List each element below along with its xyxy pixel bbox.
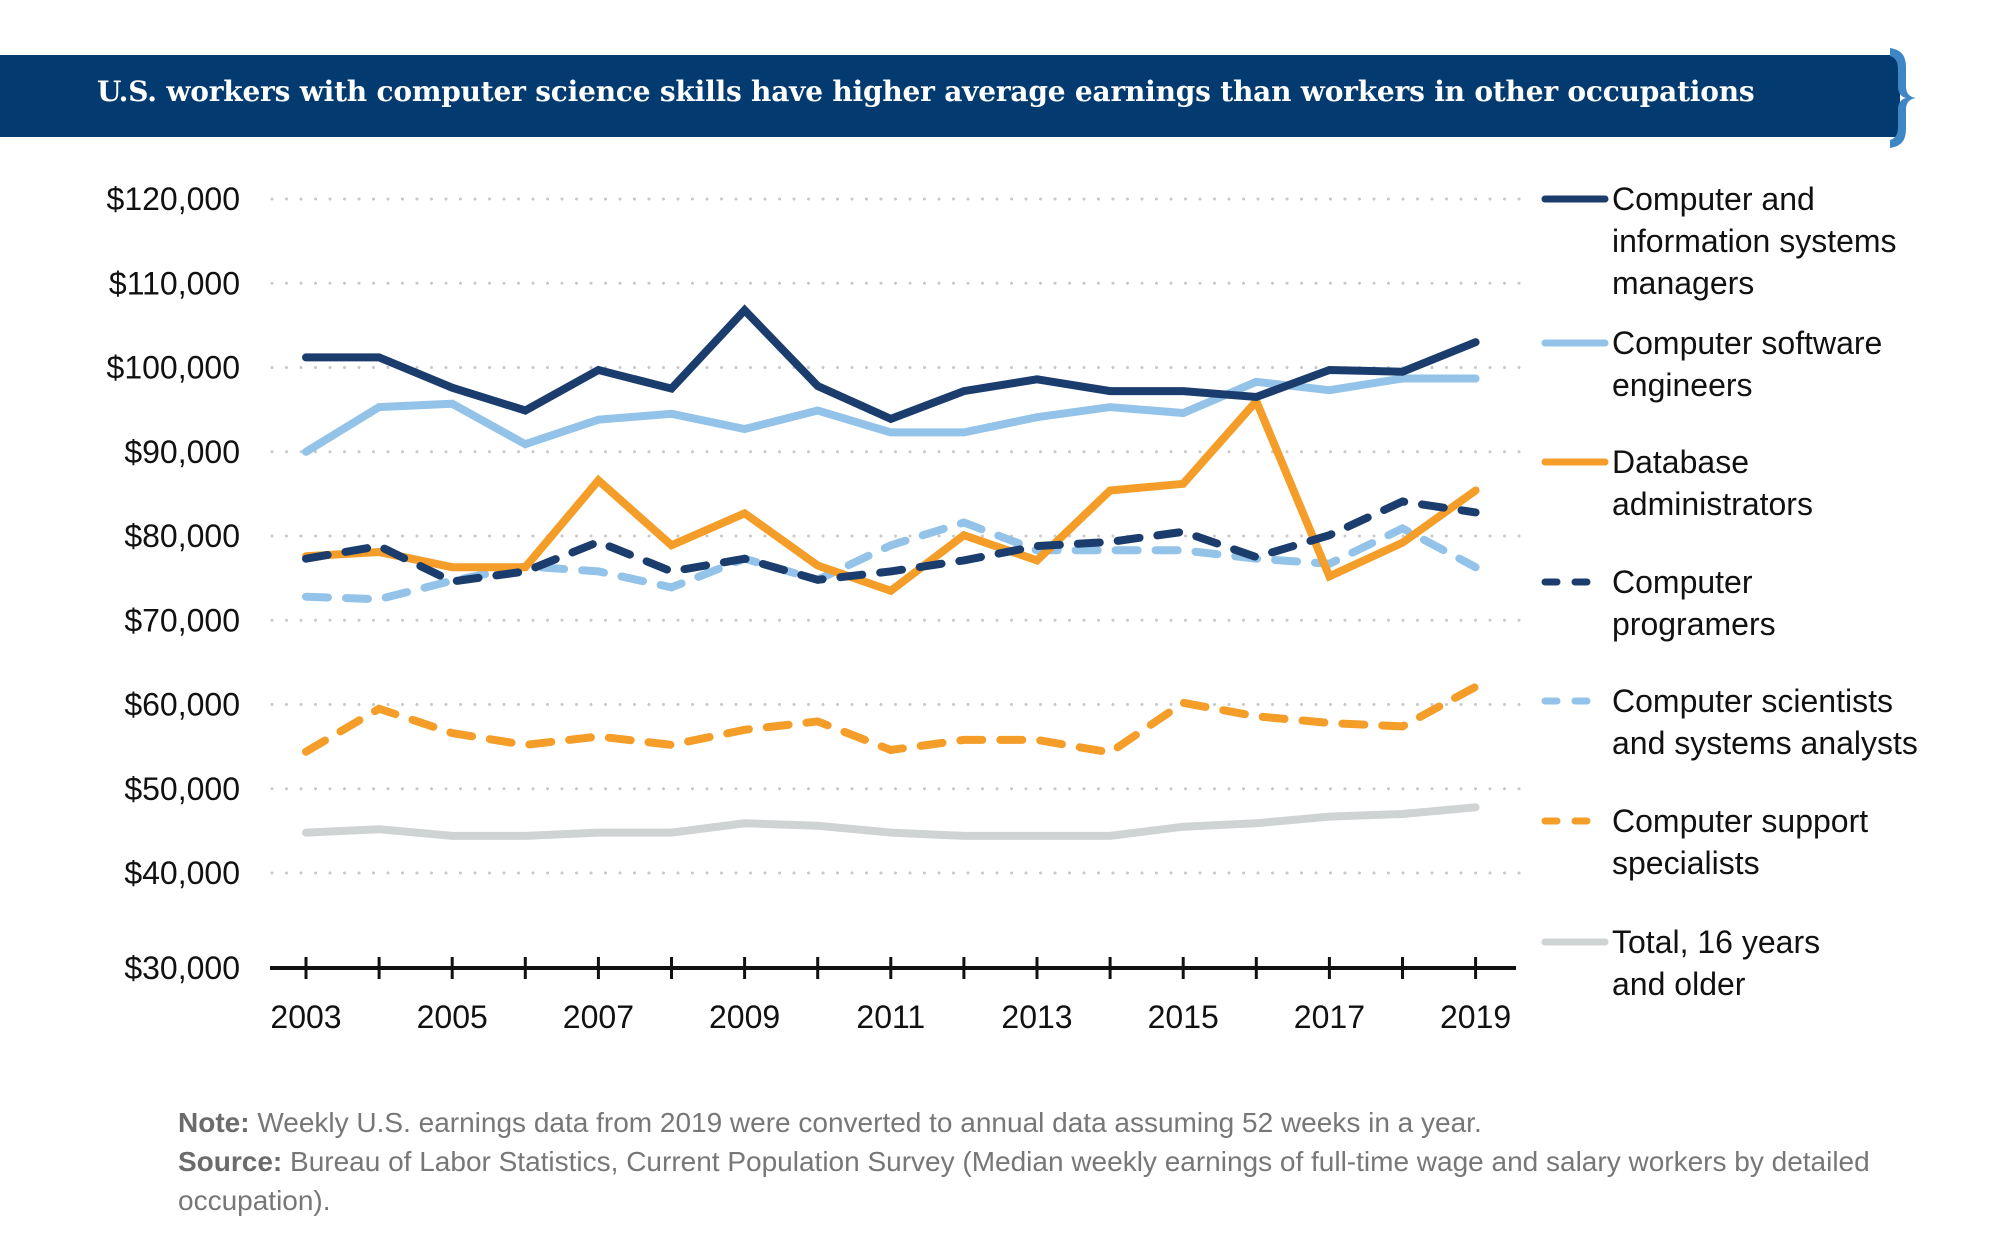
x-tick-label: 2011 — [856, 999, 925, 1035]
line-chart: $30,000 $40,000 $50,000 $60,000 $70,000 $80,0… — [107, 181, 1527, 1035]
x-tick-label: 2019 — [1440, 999, 1511, 1035]
note-text: Weekly U.S. earnings data from 2019 were… — [249, 1107, 1482, 1138]
x-tick-label: 2017 — [1294, 999, 1365, 1035]
y-axis-labels: $30,000 $40,000 $50,000 $60,000 $70,000 $80,0… — [107, 181, 240, 986]
legend-label: Computer software engineers — [1612, 325, 1883, 403]
series-line-computer-support — [302, 682, 1480, 757]
y-tick-label: $50,000 — [124, 771, 240, 807]
legend-swatch — [1541, 817, 1609, 825]
y-tick-label: $90,000 — [124, 434, 240, 470]
note-label: Note: — [178, 1107, 250, 1138]
legend-label: Total, 16 years and older — [1612, 924, 1821, 1002]
y-tick-label: $120,000 — [107, 181, 240, 217]
footer-notes: Note: Weekly U.S. earnings data from 201… — [178, 1103, 1938, 1220]
legend-label: Computer and information systems manager… — [1612, 181, 1897, 301]
legend-swatch — [1541, 195, 1609, 203]
legend-label: Computer programers — [1612, 564, 1776, 642]
y-tick-label: $70,000 — [124, 602, 240, 638]
legend-swatch — [1541, 458, 1609, 466]
series-line-total-16-years — [302, 803, 1480, 840]
x-axis: 2003 2005 2007 2009 2011 2013 2015 2017 2019 — [270, 957, 1516, 1035]
legend-swatch — [1541, 339, 1609, 347]
gridlines — [270, 197, 1527, 875]
legend-swatch — [1541, 938, 1609, 946]
x-tick-label: 2015 — [1148, 999, 1219, 1035]
legend-label: Database administrators — [1612, 444, 1813, 522]
title-banner: U.S. workers with computer science skill… — [0, 55, 1900, 137]
y-tick-label: $60,000 — [124, 687, 240, 723]
legend-swatch — [1541, 578, 1609, 586]
y-tick-label: $30,000 — [124, 950, 240, 986]
x-tick-label: 2005 — [417, 999, 488, 1035]
series-line-computer-and — [302, 304, 1480, 424]
x-tick-label: 2003 — [270, 999, 341, 1035]
series-line-computer — [302, 497, 1480, 586]
x-tick-label: 2009 — [709, 999, 780, 1035]
y-tick-label: $40,000 — [124, 855, 240, 891]
source-line: Source: Bureau of Labor Statistics, Curr… — [178, 1142, 1938, 1220]
legend-swatch — [1541, 697, 1609, 705]
y-tick-label: $100,000 — [107, 350, 240, 386]
legend-label: Computer support specialists — [1612, 803, 1869, 881]
note-line: Note: Weekly U.S. earnings data from 201… — [178, 1103, 1938, 1142]
source-text: Bureau of Labor Statistics, Current Popu… — [178, 1146, 1870, 1216]
y-tick-label: $110,000 — [109, 265, 240, 301]
series-line-database — [302, 393, 1480, 596]
x-tick-label: 2007 — [563, 999, 634, 1035]
chart-title: U.S. workers with computer science skill… — [97, 75, 1755, 108]
y-tick-label: $80,000 — [124, 518, 240, 554]
x-tick-label: 2013 — [1001, 999, 1072, 1035]
legend-label: Computer scientists and systems analysts — [1612, 683, 1918, 761]
source-label: Source: — [178, 1146, 283, 1177]
brace-icon — [1890, 48, 1916, 148]
series-lines — [302, 304, 1480, 840]
